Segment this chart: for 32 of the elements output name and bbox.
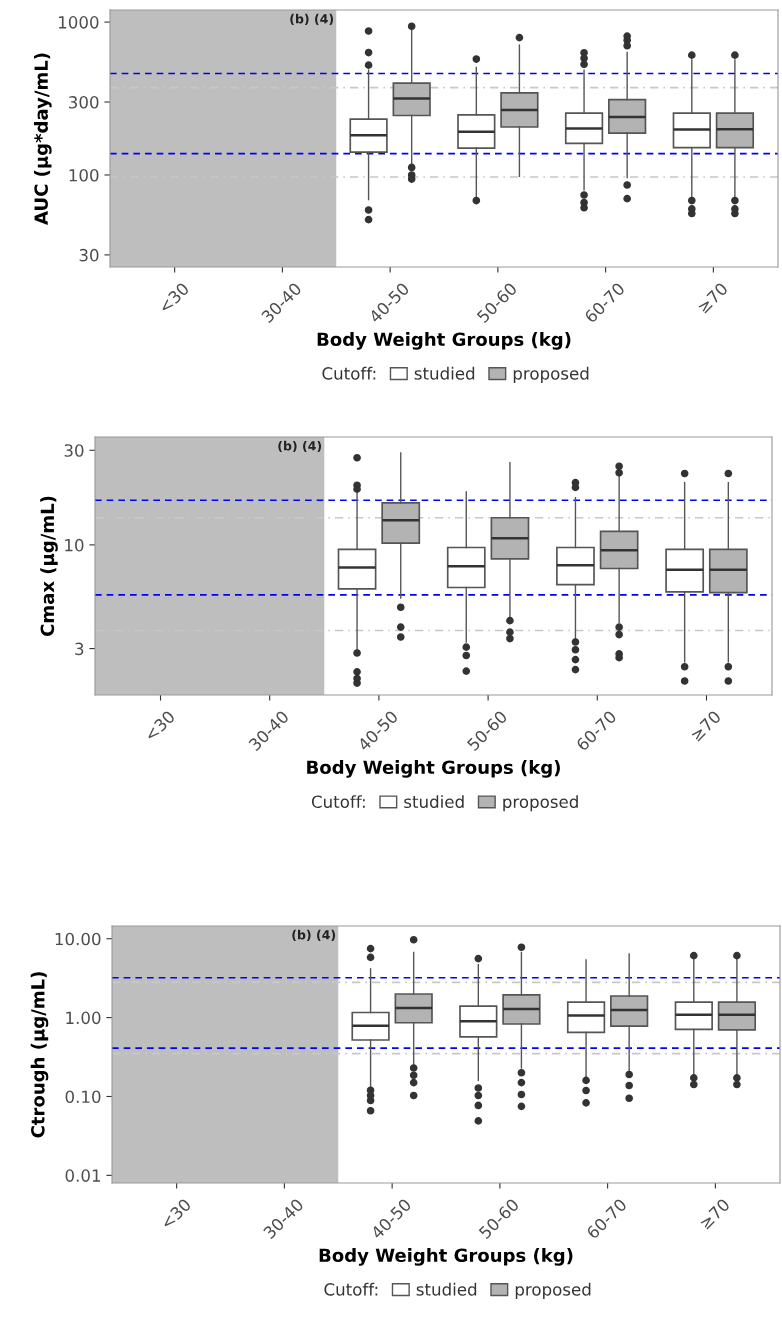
- y-tick-label: 1000: [59, 16, 99, 29]
- x-axis-title: Body Weight Groups (kg): [319, 1248, 573, 1266]
- legend-label: studied: [416, 1282, 477, 1296]
- y-axis-title: Ctrough (µg/mL): [30, 972, 49, 1138]
- x-tick-label: <30: [157, 281, 190, 314]
- legend-label: studied: [414, 366, 475, 380]
- legend-title: Cutoff:: [324, 1282, 378, 1296]
- legend-label: proposed: [515, 1282, 591, 1299]
- y-tick-label: 10.00: [55, 932, 101, 946]
- x-axis-title: Body Weight Groups (kg): [307, 760, 560, 778]
- y-tick-label: 0.10: [65, 1090, 101, 1104]
- legend-title: Cutoff:: [311, 795, 365, 809]
- x-tick-label: <30: [143, 709, 176, 742]
- y-tick-label: 30: [79, 248, 99, 262]
- y-tick-label: 0.01: [65, 1169, 101, 1182]
- y-axis-title: Cmax (µg/mL): [40, 496, 58, 636]
- legend-title: Cutoff:: [322, 366, 376, 380]
- x-tick-label: <30: [159, 1197, 192, 1230]
- y-tick-label: 1.00: [66, 1011, 101, 1025]
- legend-label: studied: [404, 795, 464, 809]
- annotation: (b) (4): [290, 13, 334, 25]
- y-tick-label: 300: [69, 96, 99, 109]
- y-tick-label: 100: [69, 168, 99, 182]
- legend-label: proposed: [503, 795, 578, 812]
- legend-label: proposed: [513, 366, 589, 383]
- y-tick-label: 3: [75, 642, 84, 656]
- y-tick-label: 30: [64, 444, 84, 457]
- y-tick-label: 10: [65, 538, 84, 552]
- annotation: (b) (4): [278, 440, 322, 453]
- y-axis-title: AUC (µg*day/mL): [34, 53, 52, 225]
- x-axis-title: Body Weight Groups (kg): [317, 332, 571, 350]
- annotation: (b) (4): [292, 929, 336, 941]
